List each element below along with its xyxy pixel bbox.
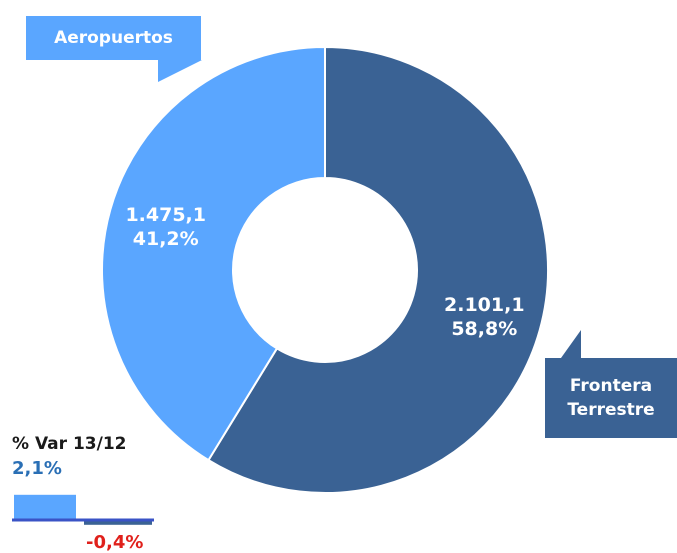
callout-land-line1: Frontera <box>569 376 653 396</box>
donut-slice-0-value-label: 2.101,1 <box>444 294 525 316</box>
variation-label-frontera: -0,4% <box>86 532 144 553</box>
callout-aeropuertos-label: Aeropuertos <box>54 28 173 48</box>
variation-label-aeropuertos: 2,1% <box>12 458 62 479</box>
variation-bar-chart <box>12 494 154 525</box>
donut-slice-0 <box>207 45 549 494</box>
donut-slice-1 <box>101 45 326 462</box>
donut-slice-0-percent-label: 58,8% <box>451 318 517 340</box>
variation-bar-0 <box>14 494 76 520</box>
donut-slice-1-value-label: 1.475,1 <box>125 204 206 226</box>
variation-bar-1 <box>84 520 152 525</box>
callout-frontera-terrestre: Frontera Terrestre <box>545 358 677 438</box>
variation-title: % Var 13/12 <box>12 434 127 454</box>
donut-slice-1-percent-label: 41,2% <box>133 228 199 250</box>
callout-aeropuertos: Aeropuertos <box>26 16 202 82</box>
callout-land-line2: Terrestre <box>567 400 655 420</box>
